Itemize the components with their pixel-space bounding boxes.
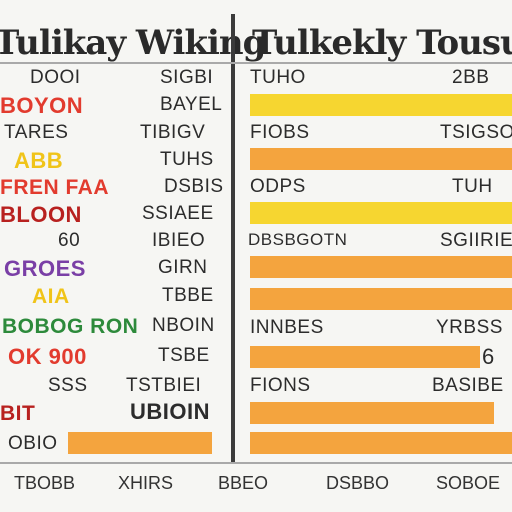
right-row-3-b: TSIGSO: [440, 122, 512, 143]
left-row-5-a: FREN FAA: [0, 176, 109, 199]
left-row-6-a: BLOON: [0, 202, 82, 227]
left-row-13-a: BIT: [0, 402, 36, 425]
left-title: Tulikay Wiking: [0, 23, 266, 63]
right-bar-2: [250, 148, 512, 170]
right-row-7-a: DBSBGOTN: [248, 230, 348, 249]
left-row-14-a: OBIO: [8, 433, 58, 454]
left-row-1-a: DOOI: [30, 67, 81, 88]
left-row-13-b: UBIOIN: [130, 399, 210, 424]
right-row-1-b: 2BB: [452, 67, 490, 88]
left-row-10-a: BOBOG RON: [2, 315, 139, 338]
center-divider: [231, 14, 235, 462]
left-row-10-b: NBOIN: [152, 315, 215, 336]
left-row-7-b: IBIEO: [152, 230, 206, 251]
right-row-7-b: SGIIRIE: [440, 230, 512, 251]
left-row-3-b: TIBIGV: [140, 122, 206, 143]
footer-item-1: TBOBB: [14, 473, 76, 493]
right-title: Tulkekly Tousuk: [252, 23, 512, 63]
left-row-1-b: SIGBI: [160, 67, 214, 88]
right-bar-1: [250, 94, 512, 116]
left-row-9-b: TBBE: [162, 285, 214, 306]
left-row-11-a: OK 900: [8, 344, 87, 369]
right-bar-4: [250, 256, 512, 278]
left-row-8-b: GIRN: [158, 257, 208, 278]
left-row-12-a: SSS: [48, 375, 88, 396]
footer-item-2: XHIRS: [118, 473, 174, 493]
right-row-3-a: FIOBS: [250, 122, 310, 143]
left-row-5-b: DSBIS: [164, 176, 224, 197]
right-row-12-b: BASIBE: [432, 375, 504, 396]
left-bar-14: [68, 432, 212, 454]
right-row-11-b: 6: [482, 344, 495, 369]
right-row-5-b: TUH: [452, 176, 493, 197]
footer-item-5: SOBOE: [436, 473, 501, 493]
left-row-6-b: SSIAEE: [142, 203, 214, 224]
right-row-1-a: TUHO: [250, 67, 306, 88]
right-row-10-a: INNBES: [250, 317, 324, 338]
left-row-7-a: 60: [58, 230, 81, 251]
right-bar-6: [250, 346, 480, 368]
left-row-4-a: ABB: [14, 148, 64, 173]
left-row-8-a: GROES: [4, 256, 86, 281]
footer-rule: [0, 462, 512, 464]
left-row-12-b: TSTBIEI: [126, 375, 202, 396]
right-bar-5: [250, 288, 512, 310]
footer-item-3: BBEO: [218, 473, 269, 493]
footer-item-4: DSBBO: [326, 473, 390, 493]
header-rule: [0, 62, 512, 64]
right-row-5-a: ODPS: [250, 176, 306, 197]
left-row-4-b: TUHS: [160, 149, 214, 170]
left-row-11-b: TSBE: [158, 345, 210, 366]
left-row-2-a: BOYON: [0, 93, 84, 118]
right-bar-3: [250, 202, 512, 224]
right-bar-7: [250, 402, 494, 424]
left-row-3-a: TARES: [4, 122, 69, 143]
left-row-2-b: BAYEL: [160, 94, 223, 115]
right-bar-8: [250, 432, 512, 454]
right-row-10-b: YRBSS: [436, 317, 503, 338]
right-row-12-a: FIONS: [250, 375, 311, 396]
left-row-9-a: AIA: [32, 285, 70, 308]
